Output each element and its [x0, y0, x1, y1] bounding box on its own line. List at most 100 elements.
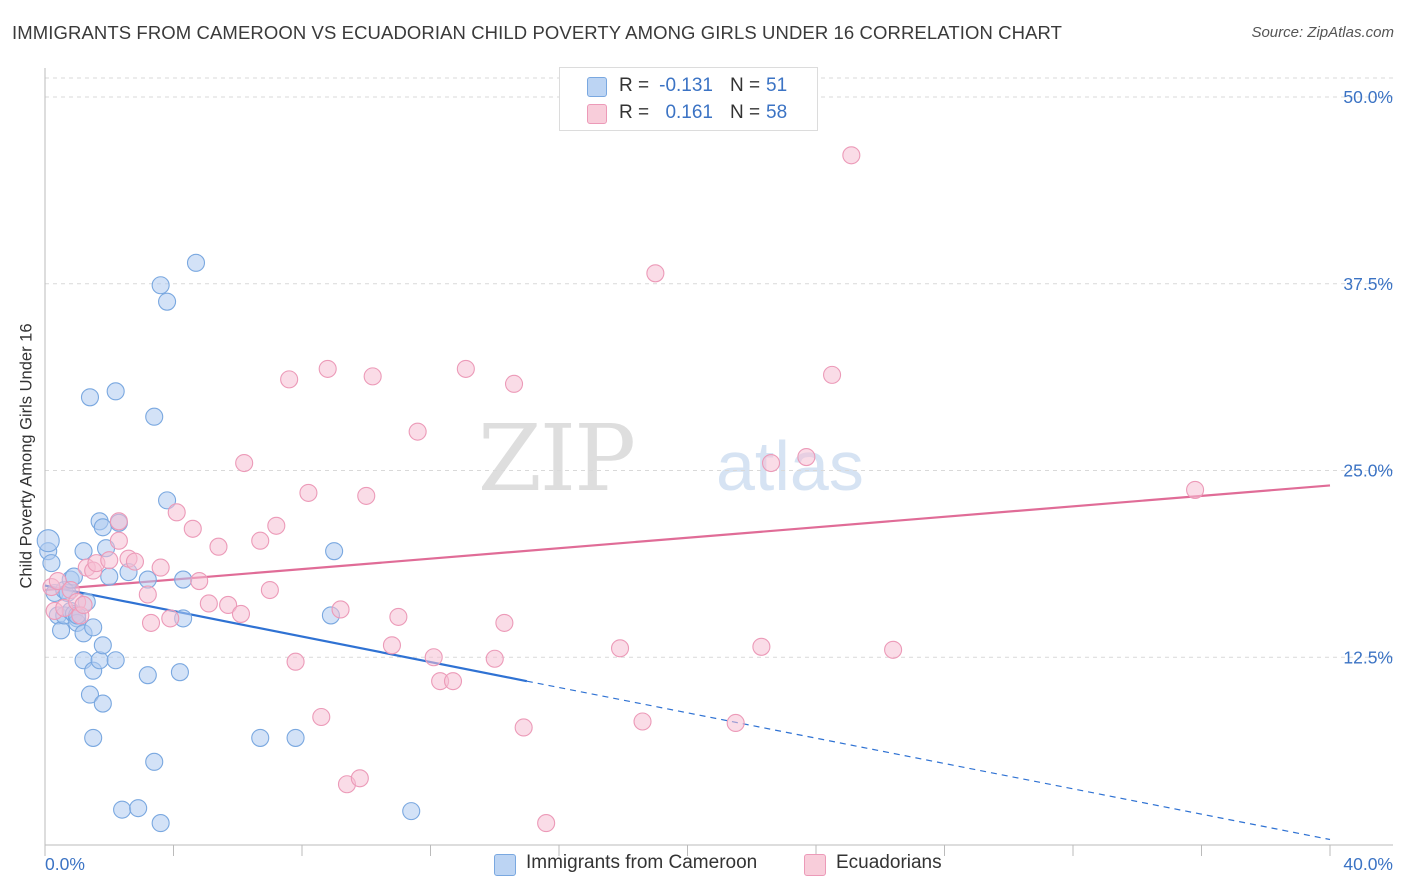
- cameroon-point: [145, 752, 164, 771]
- ecuadorian-point: [1186, 480, 1205, 499]
- x-tick-label: 0.0%: [45, 854, 85, 874]
- cameroon-point: [325, 542, 344, 561]
- cameroon-point: [138, 666, 157, 685]
- y-tick-label: 25.0%: [1343, 461, 1393, 481]
- y-tick-label: 12.5%: [1343, 647, 1393, 667]
- ecuadorian-point: [514, 718, 533, 737]
- ecuadorian-point: [318, 359, 337, 378]
- data-points: [36, 146, 1205, 833]
- ecuadorian-point: [646, 264, 665, 283]
- cameroon-point: [158, 491, 177, 510]
- cameroon-point: [113, 800, 132, 819]
- legend-swatch-cameroon: [587, 77, 607, 97]
- ecuadorian-point: [74, 595, 93, 615]
- cameroon-point: [286, 728, 305, 747]
- ecuadorian-point: [424, 648, 443, 667]
- cameroon-point: [80, 685, 100, 704]
- axes: [44, 68, 1393, 856]
- cameroon-point: [93, 636, 112, 655]
- cameroon-point: [93, 694, 112, 713]
- cameroon-point: [93, 518, 112, 537]
- legend-n-label: N =: [730, 75, 761, 96]
- legend-row-ecuadorians: R = 0.161 N = 58: [560, 101, 817, 127]
- ecuadorian-point: [823, 365, 842, 384]
- x-tick-label: 40.0%: [1343, 854, 1393, 874]
- cameroon-point: [84, 618, 103, 637]
- legend-row-cameroon: R = -0.131 N = 51: [560, 74, 817, 100]
- ecuadorian-point: [138, 585, 157, 604]
- watermark-zip: ZIP: [478, 405, 634, 512]
- ecuadorian-point: [382, 636, 402, 655]
- legend-r-label: R =: [619, 102, 650, 123]
- ecuadorian-point: [761, 453, 781, 473]
- cameroon-point: [106, 651, 125, 670]
- y-tick-label: 50.0%: [1343, 87, 1393, 107]
- source-label: Source: ZipAtlas.com: [1251, 24, 1394, 41]
- legend-label-ecuadorians: Ecuadorians: [836, 852, 942, 873]
- tick-labels: 12.5% 25.0% 37.5% 50.0% 0.0% 40.0%: [45, 87, 1393, 874]
- watermark-atlas: atlas: [716, 427, 864, 505]
- ecuadorian-point: [109, 531, 128, 550]
- ecuadorian-point: [125, 552, 144, 571]
- ecuadorian-point: [199, 594, 218, 613]
- ecuadorian-point: [350, 769, 369, 788]
- cameroon-trend-extension: [526, 680, 1331, 841]
- cameroon-point: [100, 567, 119, 586]
- ecuadorian-point: [280, 370, 299, 389]
- ecuadorian-point: [456, 359, 475, 378]
- legend-swatch-cameroon: [494, 854, 516, 876]
- ecuadorian-point: [884, 640, 903, 659]
- ecuadorian-point: [167, 503, 186, 522]
- ecuadorian-point: [408, 422, 427, 441]
- ecuadorian-point: [485, 649, 504, 668]
- ecuadorian-point: [443, 672, 463, 691]
- ecuadorian-point: [235, 453, 254, 473]
- ecuadorian-point: [219, 595, 238, 615]
- cameroon-point: [145, 407, 164, 426]
- ecuadorian-point: [141, 613, 161, 632]
- chart-title: IMMIGRANTS FROM CAMEROON VS ECUADORIAN C…: [12, 22, 1063, 43]
- cameroon-point: [52, 621, 71, 640]
- cameroon-point: [402, 802, 421, 821]
- cameroon-point: [80, 388, 100, 407]
- gridlines: [45, 77, 1393, 658]
- cameroon-point: [90, 651, 109, 670]
- ecuadorian-point: [231, 604, 251, 623]
- ecuadorian-point: [726, 713, 745, 733]
- ecuadorian-trend-line: [44, 484, 1331, 592]
- cameroon-point: [251, 728, 270, 747]
- legend-swatch-ecuadorians: [587, 104, 607, 124]
- ecuadorian-point: [190, 572, 209, 591]
- correlation-legend: R = -0.131 N = 51 R = 0.161 N = 58: [559, 67, 818, 131]
- ecuadorian-point: [504, 374, 524, 393]
- cameroon-point: [74, 542, 93, 561]
- series-legend: Immigrants from Cameroon Ecuadorians: [0, 852, 1406, 878]
- cameroon-trend-line: [44, 584, 528, 683]
- cameroon-point: [170, 663, 189, 682]
- ecuadorian-point: [260, 580, 279, 600]
- legend-r-value: -0.131: [659, 75, 713, 96]
- ecuadorian-point: [357, 486, 376, 505]
- cameroon-point: [158, 292, 177, 311]
- cameroon-point: [186, 253, 206, 272]
- ecuadorian-point: [286, 652, 305, 671]
- ecuadorian-point: [363, 367, 382, 386]
- ecuadorian-point: [209, 537, 228, 556]
- ecuadorian-point: [633, 712, 652, 731]
- cameroon-point: [42, 554, 61, 573]
- trend-lines: [44, 484, 1331, 841]
- ecuadorian-point: [312, 707, 331, 727]
- ecuadorian-point: [299, 483, 318, 502]
- legend-swatch-ecuadorians: [804, 854, 826, 876]
- ecuadorian-point: [267, 516, 286, 535]
- ecuadorian-point: [161, 609, 180, 628]
- cameroon-point: [36, 529, 60, 553]
- legend-n-value: 51: [766, 75, 788, 96]
- ecuadorian-point: [100, 551, 119, 570]
- ecuadorian-point: [495, 613, 514, 632]
- ecuadorian-point: [151, 558, 170, 577]
- ecuadorian-point: [797, 448, 816, 467]
- ecuadorian-point: [331, 600, 350, 619]
- ecuadorian-point: [610, 639, 630, 658]
